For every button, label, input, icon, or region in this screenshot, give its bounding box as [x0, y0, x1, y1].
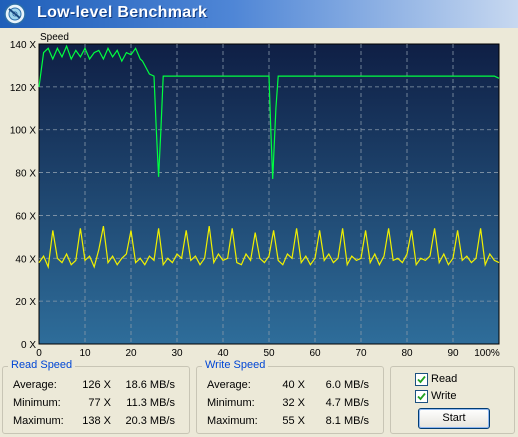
read-average-label: Average: — [13, 379, 57, 391]
checkmark-icon — [417, 375, 426, 384]
title-bar[interactable]: Low-level Benchmark — [0, 0, 518, 28]
read-speed-title: Read Speed — [8, 359, 76, 371]
write-speed-line — [38, 225, 500, 270]
y-tick-label: 60 X — [15, 211, 36, 222]
write-minimum-label: Minimum: — [207, 397, 255, 409]
read-checkbox-label: Read — [431, 373, 458, 385]
read-checkbox[interactable]: Read — [415, 373, 505, 389]
write-average-label: Average: — [207, 379, 251, 391]
write-maximum-label: Maximum: — [207, 415, 258, 427]
read-minimum-mb: 11.3 MB/s — [126, 397, 175, 409]
write-minimum-x: 32 X — [282, 397, 305, 409]
disc-app-icon — [4, 3, 26, 25]
y-tick-label: 40 X — [15, 254, 36, 265]
checkmark-icon — [417, 392, 426, 401]
x-tick-label: 90 — [447, 348, 459, 358]
x-tick-label: 80 — [401, 348, 413, 358]
y-tick-label: 80 X — [15, 169, 36, 180]
read-minimum-x: 77 X — [88, 397, 111, 409]
read-checkbox-box[interactable] — [415, 373, 428, 386]
read-maximum-row: Maximum: 138 X 20.3 MB/s — [3, 415, 183, 429]
read-maximum-label: Maximum: — [13, 415, 64, 427]
write-speed-group: Write Speed Average: 40 X 6.0 MB/s Minim… — [196, 359, 384, 434]
write-maximum-x: 55 X — [282, 415, 305, 427]
x-tick-label: 60 — [309, 348, 321, 358]
y-tick-label: 140 X — [10, 40, 36, 51]
read-speed-line — [38, 44, 500, 180]
controls-group: Read Write — [390, 366, 515, 434]
write-average-row: Average: 40 X 6.0 MB/s — [197, 379, 377, 393]
y-tick-label: 0 X — [21, 340, 36, 351]
y-tick-label: 120 X — [10, 83, 36, 94]
x-tick-label: 20 — [125, 348, 137, 358]
write-minimum-row: Minimum: 32 X 4.7 MB/s — [197, 397, 377, 411]
x-tick-label: 70 — [355, 348, 367, 358]
write-speed-title: Write Speed — [202, 359, 269, 371]
write-checkbox-label: Write — [431, 390, 457, 402]
write-checkbox-box[interactable] — [415, 390, 428, 403]
read-average-mb: 18.6 MB/s — [125, 379, 175, 391]
x-tick-label: 40 — [217, 348, 229, 358]
x-tick-label: 30 — [171, 348, 183, 358]
write-checkbox[interactable]: Write — [415, 390, 505, 406]
read-maximum-x: 138 X — [82, 415, 111, 427]
read-maximum-mb: 20.3 MB/s — [125, 415, 175, 427]
x-tick-label: 0 — [36, 348, 42, 358]
window-title: Low-level Benchmark — [37, 4, 208, 21]
speed-chart: Speed 140 X 120 X 100 X 80 X 60 X 40 X 20 X 0 X… — [10, 32, 500, 358]
read-average-x: 126 X — [82, 379, 111, 391]
read-average-row: Average: 126 X 18.6 MB/s — [3, 379, 183, 393]
write-maximum-row: Maximum: 55 X 8.1 MB/s — [197, 415, 377, 429]
write-average-mb: 6.0 MB/s — [325, 379, 369, 391]
write-minimum-mb: 4.7 MB/s — [325, 397, 369, 409]
write-average-x: 40 X — [282, 379, 305, 391]
read-minimum-row: Minimum: 77 X 11.3 MB/s — [3, 397, 183, 411]
read-minimum-label: Minimum: — [13, 397, 61, 409]
x-tick-label: 10 — [79, 348, 91, 358]
read-speed-group: Read Speed Average: 126 X 18.6 MB/s Mini… — [2, 359, 190, 434]
y-tick-label: 100 X — [10, 126, 36, 137]
x-tick-label: 50 — [263, 348, 275, 358]
write-maximum-mb: 8.1 MB/s — [325, 415, 369, 427]
start-button[interactable]: Start — [418, 408, 490, 429]
y-axis-label: Speed — [40, 32, 69, 43]
x-tick-label: 100% — [474, 348, 500, 358]
y-tick-label: 20 X — [15, 297, 36, 308]
